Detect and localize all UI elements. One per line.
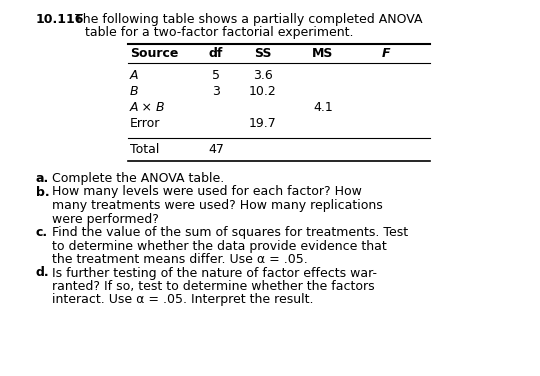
Text: d.: d. [36,267,50,279]
Text: many treatments were used? How many replications: many treatments were used? How many repl… [52,199,383,212]
Text: 19.7: 19.7 [249,117,277,130]
Text: A × B: A × B [130,101,166,114]
Text: b.: b. [36,185,50,199]
Text: 10.2: 10.2 [249,85,277,98]
Text: 4.1: 4.1 [313,101,333,114]
Text: B: B [130,85,139,98]
Text: Source: Source [130,47,178,60]
Text: F: F [382,47,390,60]
Text: Complete the ANOVA table.: Complete the ANOVA table. [52,172,224,185]
Text: 3: 3 [212,85,220,98]
Text: were performed?: were performed? [52,212,159,226]
Text: a.: a. [36,172,49,185]
Text: The following table shows a partially completed ANOVA: The following table shows a partially co… [75,13,422,26]
Text: MS: MS [312,47,334,60]
Text: table for a two-factor factorial experiment.: table for a two-factor factorial experim… [85,26,354,39]
Text: 5: 5 [212,69,220,82]
Text: 47: 47 [208,143,224,156]
Text: Find the value of the sum of squares for treatments. Test: Find the value of the sum of squares for… [52,226,408,239]
Text: Total: Total [130,143,159,156]
Text: SS: SS [254,47,272,60]
Text: c.: c. [36,226,48,239]
Text: Error: Error [130,117,160,130]
Text: A: A [130,69,138,82]
Text: interact. Use α = .05. Interpret the result.: interact. Use α = .05. Interpret the res… [52,294,314,306]
Text: Is further testing of the nature of factor effects war-: Is further testing of the nature of fact… [52,267,377,279]
Text: df: df [209,47,223,60]
Text: ranted? If so, test to determine whether the factors: ranted? If so, test to determine whether… [52,280,375,293]
Text: the treatment means differ. Use α = .05.: the treatment means differ. Use α = .05. [52,253,308,266]
Text: to determine whether the data provide evidence that: to determine whether the data provide ev… [52,240,387,253]
Text: How many levels were used for each factor? How: How many levels were used for each facto… [52,185,362,199]
Text: 3.6: 3.6 [253,69,273,82]
Text: 10.116: 10.116 [36,13,84,26]
